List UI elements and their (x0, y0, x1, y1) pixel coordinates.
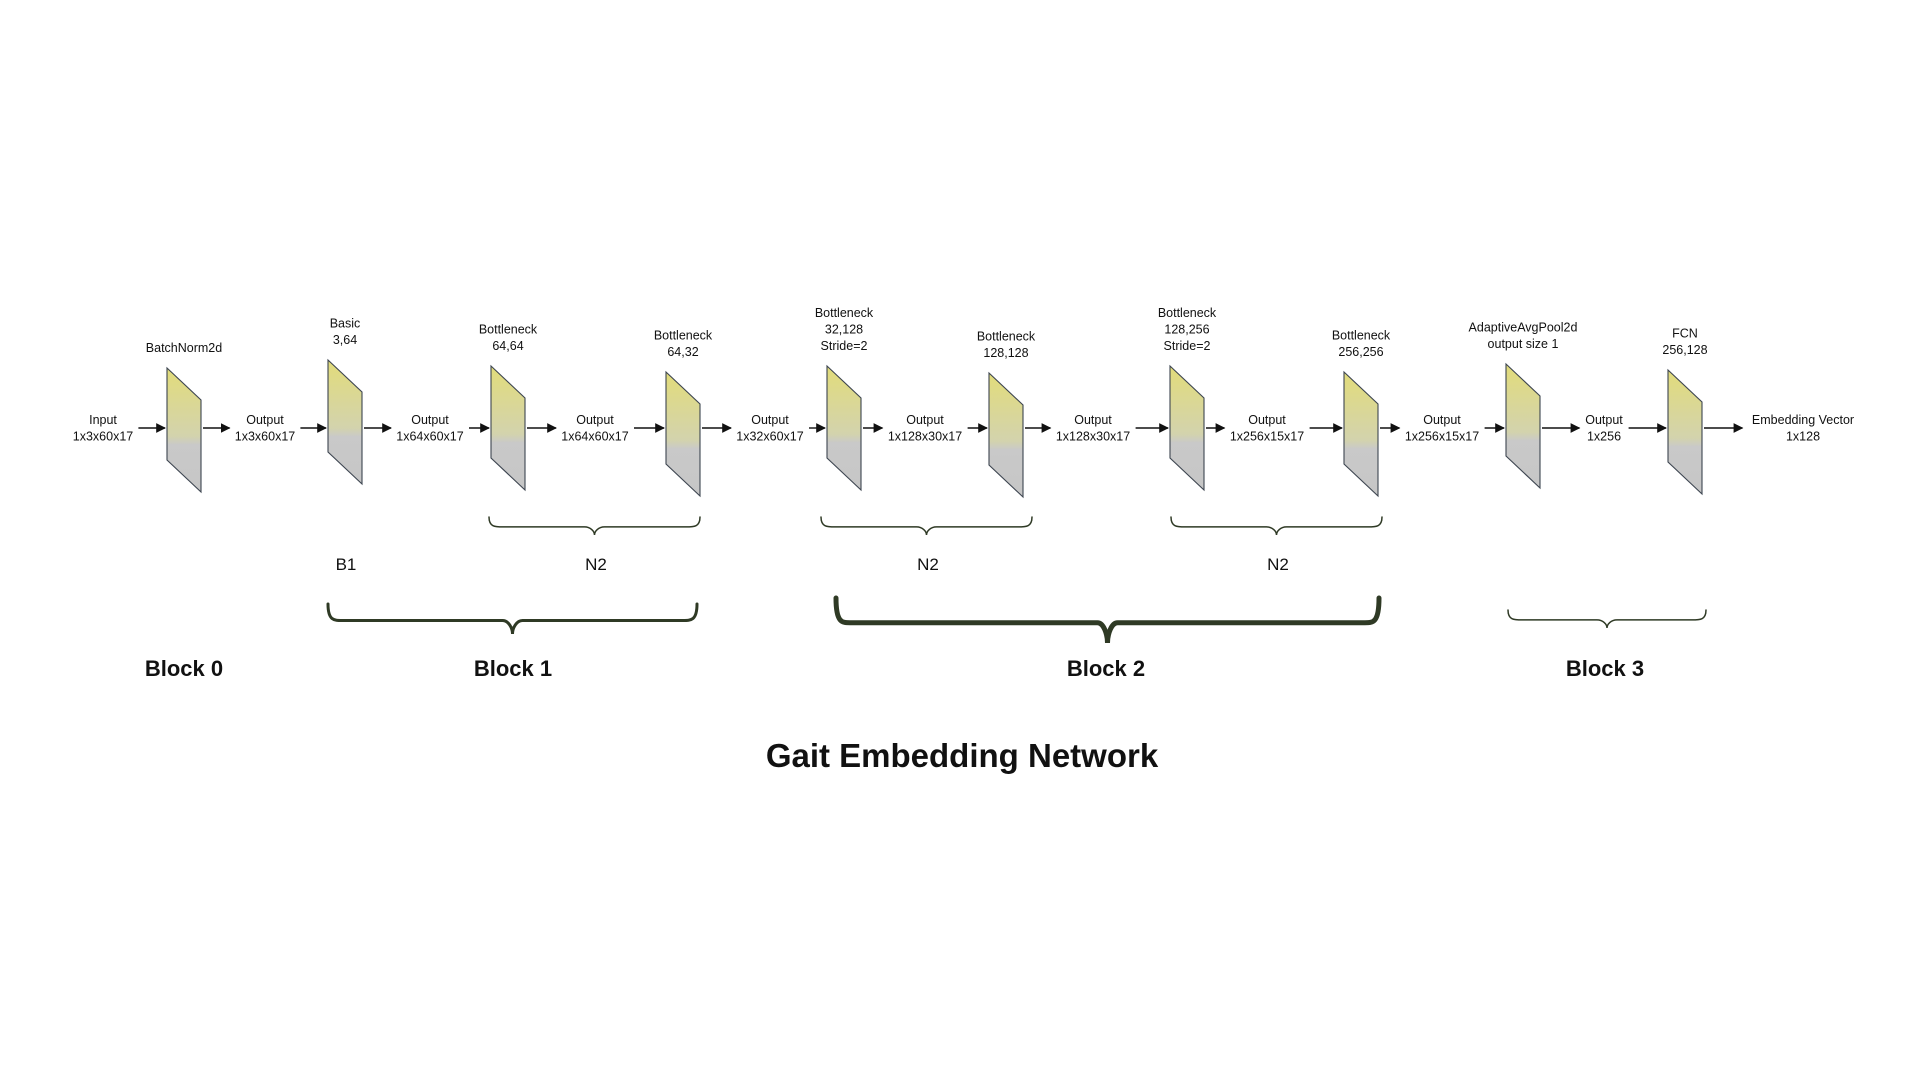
node-out4-label-0: Output (906, 413, 944, 427)
node-out6-label-1: 1x256x15x17 (1230, 430, 1304, 444)
brace-block2 (833, 595, 1382, 644)
node-out0-label-0: Output (246, 413, 284, 427)
block-label-1: Block 1 (474, 656, 552, 681)
layer-fcn-label-0: FCN (1672, 327, 1698, 341)
node-input-label-0: Input (89, 413, 117, 427)
layer-bn1-shape (490, 364, 526, 492)
node-out6-label-0: Output (1248, 413, 1286, 427)
layer-bn3-label-1: 32,128 (825, 323, 863, 337)
layer-bn6-label-1: 256,256 (1338, 345, 1383, 359)
layer-pool-label-0: AdaptiveAvgPool2d (1469, 321, 1578, 335)
node-out7-label-1: 1x256x15x17 (1405, 430, 1479, 444)
brace-block1 (326, 602, 699, 635)
node-out5-label-0: Output (1074, 413, 1112, 427)
braces-layer (326, 516, 1707, 644)
brace-n2-block2b (1170, 516, 1383, 536)
block-label-0: Block 0 (145, 656, 223, 681)
layer-fcn-shape (1667, 368, 1703, 496)
node-input-label-1: 1x3x60x17 (73, 430, 134, 444)
layer-bn1-label-1: 64,64 (492, 339, 523, 353)
layer-bn4-shape (988, 371, 1024, 499)
layer-bn1-label-0: Bottleneck (479, 323, 538, 337)
layer-pool-label-1: output size 1 (1488, 337, 1559, 351)
layer-bn5-label-0: Bottleneck (1158, 306, 1217, 320)
layer-bn-label-0: BatchNorm2d (146, 341, 222, 355)
brace-n2-block1 (488, 516, 701, 536)
node-out2-label-1: 1x64x60x17 (561, 430, 628, 444)
layer-fcn-label-1: 256,128 (1662, 343, 1707, 357)
layer-bn-shape (166, 366, 202, 494)
node-out0-label-1: 1x3x60x17 (235, 430, 296, 444)
brace-block3 (1507, 609, 1707, 629)
block-label-2: Block 2 (1067, 656, 1145, 681)
brace-n2-block2a (820, 516, 1033, 536)
layer-bn4-label-1: 128,128 (983, 346, 1028, 360)
node-out3-label-0: Output (751, 413, 789, 427)
layer-bn2-label-0: Bottleneck (654, 329, 713, 343)
layer-bn2-shape (665, 370, 701, 498)
layer-bn3-label-0: Bottleneck (815, 306, 874, 320)
node-out2-label-0: Output (576, 413, 614, 427)
node-out8-label-0: Output (1585, 413, 1623, 427)
node-out8-label-1: 1x256 (1587, 430, 1621, 444)
layer-bn2-label-1: 64,32 (667, 345, 698, 359)
layers-layer (166, 358, 1703, 499)
group-label-3: N2 (1267, 555, 1289, 574)
layer-bn3-shape (826, 364, 862, 492)
group-labels-layer: B1 N2 N2 N2 Block 0 Block 1 Block 2 Block 3 (145, 555, 1644, 681)
layer-bn6-label-0: Bottleneck (1332, 329, 1391, 343)
node-out4-label-1: 1x128x30x17 (888, 430, 962, 444)
node-out5-label-1: 1x128x30x17 (1056, 430, 1130, 444)
layer-bn4-label-0: Bottleneck (977, 330, 1036, 344)
group-label-1: N2 (585, 555, 607, 574)
layer-bn5-shape (1169, 364, 1205, 492)
node-out7-label-0: Output (1423, 413, 1461, 427)
layer-bn6-shape (1343, 370, 1379, 498)
layer-bn3-label-2: Stride=2 (821, 339, 868, 353)
node-out1-label-1: 1x64x60x17 (396, 430, 463, 444)
layer-basic-shape (327, 358, 363, 486)
layer-bn5-label-1: 128,256 (1164, 323, 1209, 337)
diagram-title: Gait Embedding Network (766, 737, 1159, 774)
group-label-2: N2 (917, 555, 939, 574)
node-out3-label-1: 1x32x60x17 (736, 430, 803, 444)
layer-pool-shape (1505, 362, 1541, 490)
node-emb-label-1: 1x128 (1786, 430, 1820, 444)
node-emb-label-0: Embedding Vector (1752, 413, 1854, 427)
node-out1-label-0: Output (411, 413, 449, 427)
layer-bn5-label-2: Stride=2 (1164, 339, 1211, 353)
labels-layer: Input 1x3x60x17 BatchNorm2d Output 1x3x60x17… (73, 306, 1854, 444)
group-label-0: B1 (336, 555, 357, 574)
layer-basic-label-1: 3,64 (333, 333, 357, 347)
layer-basic-label-0: Basic (330, 317, 361, 331)
block-label-3: Block 3 (1566, 656, 1644, 681)
